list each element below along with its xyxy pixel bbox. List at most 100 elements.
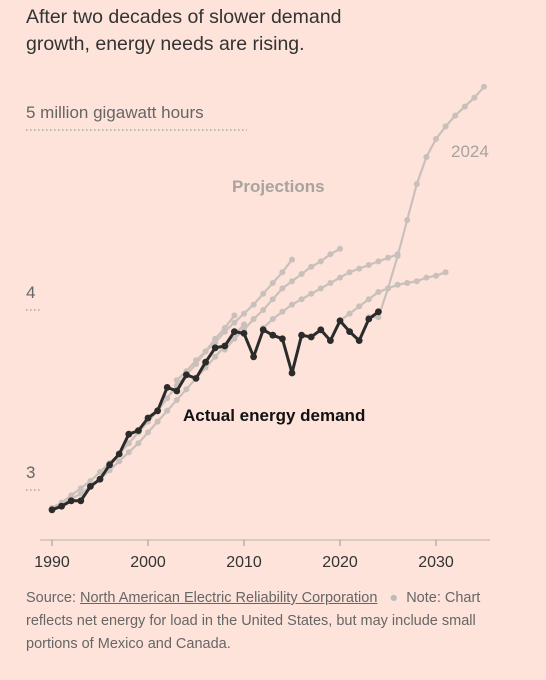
- actual-demand-point: [163, 384, 171, 391]
- projection-point: [394, 253, 401, 259]
- projection-point: [260, 307, 267, 313]
- projection-lines: [49, 83, 487, 513]
- projection-point: [365, 262, 372, 268]
- x-tick-label: 1990: [34, 554, 70, 571]
- projection-point: [337, 274, 343, 281]
- projection-point: [125, 440, 132, 447]
- actual-demand-point: [135, 427, 142, 434]
- x-tick-label: 2030: [418, 554, 454, 571]
- projection-point: [193, 357, 199, 364]
- actual-demand-point: [346, 328, 353, 335]
- actual-demand-point: [58, 502, 65, 510]
- source-prefix: Source:: [26, 590, 76, 606]
- projection-point: [413, 278, 420, 285]
- projection-point: [279, 269, 286, 276]
- projection-point: [164, 407, 171, 414]
- actual-demand-point: [259, 326, 267, 334]
- projection-point: [135, 440, 142, 447]
- y-tick-labels: 3 4 5 million gigawatt hours: [26, 103, 204, 482]
- projection-point: [231, 312, 238, 319]
- projection-point: [308, 290, 315, 297]
- actual-demand-point: [48, 506, 56, 514]
- projection-point: [394, 281, 401, 288]
- projection-point: [77, 490, 84, 497]
- projection-point: [289, 256, 295, 263]
- chart: 3 4 5 million gigawatt hours 1990 2000 2010 2…: [26, 83, 490, 571]
- y-tick-label: 3: [26, 463, 35, 482]
- projection-point: [327, 280, 334, 286]
- projection-point: [97, 469, 103, 475]
- projection-point: [442, 123, 449, 130]
- actual-demand-point: [221, 342, 229, 350]
- projection-point: [317, 258, 324, 265]
- projection-point: [356, 265, 363, 272]
- projection-point: [442, 269, 449, 276]
- projection-point: [183, 386, 190, 393]
- chart-note: Note: Chart reflects net energy for load…: [26, 590, 481, 652]
- projection-point: [279, 308, 286, 315]
- actual-demand-point: [336, 317, 344, 325]
- projection-point: [250, 301, 257, 308]
- projection-point: [212, 339, 219, 346]
- actual-demand-point: [183, 371, 190, 379]
- separator-dot-icon: ●: [389, 590, 399, 606]
- y-tick-label: 5 million gigawatt hours: [26, 103, 204, 122]
- projection-point: [173, 377, 180, 384]
- x-ticks: 1990 2000 2010 2020 2030: [34, 540, 454, 571]
- actual-demand-point: [288, 369, 296, 377]
- projection-point: [77, 485, 84, 492]
- projection-point: [241, 321, 247, 328]
- projection-point: [452, 112, 459, 119]
- projection-point: [481, 83, 487, 90]
- actual-demand-point: [115, 450, 123, 458]
- actual-demand-point: [298, 331, 305, 339]
- x-tick-label: 2010: [226, 554, 262, 571]
- actual-demand-point: [250, 353, 257, 361]
- actual-demand-point: [202, 358, 210, 366]
- actual-demand-point: [192, 375, 200, 382]
- chart-title: After two decades of slower demand growt…: [26, 6, 342, 55]
- projection-point: [298, 296, 305, 303]
- projection-point: [433, 136, 439, 142]
- actual-demand-point: [211, 344, 219, 352]
- projection-point: [337, 245, 343, 252]
- projection-point: [461, 103, 468, 110]
- projection-point: [423, 154, 430, 160]
- projection-point: [289, 278, 295, 285]
- projections-label: Projections: [232, 177, 325, 196]
- actual-demand-point: [269, 331, 277, 339]
- source-link[interactable]: North American Electric Reliability Corp…: [80, 590, 378, 606]
- projection-point: [413, 181, 420, 187]
- projection-point: [298, 271, 305, 277]
- projection-point: [250, 316, 257, 322]
- projection-point: [327, 251, 334, 258]
- actual-demand-point: [125, 430, 133, 438]
- projection-point: [173, 397, 180, 403]
- projection-point: [433, 272, 439, 279]
- actual-demand-point: [307, 333, 315, 341]
- projection-line: [339, 271, 446, 322]
- projection-point: [116, 458, 123, 465]
- projection-point: [231, 319, 238, 326]
- projection-point: [145, 429, 151, 436]
- projection-point: [212, 353, 219, 360]
- projection-point: [231, 335, 238, 342]
- actual-demand-point: [106, 461, 113, 469]
- actual-demand-point: [279, 335, 286, 343]
- y-gridlines: [26, 129, 247, 491]
- y-tick-label: 4: [26, 283, 35, 302]
- actual-demand-point: [173, 387, 181, 395]
- projection-point: [164, 395, 171, 402]
- projection-line: [368, 86, 485, 319]
- projection-point: [221, 328, 228, 335]
- actual-demand-point: [67, 497, 75, 505]
- actual-demand-point: [355, 337, 363, 344]
- projection-point: [365, 296, 372, 303]
- actual-demand-point: [96, 475, 104, 483]
- projection-point: [154, 418, 161, 425]
- projection-point: [385, 285, 391, 292]
- actual-demand-point: [87, 483, 94, 490]
- projection-point: [317, 285, 324, 292]
- projection-point: [202, 348, 209, 355]
- projection-point: [269, 280, 276, 286]
